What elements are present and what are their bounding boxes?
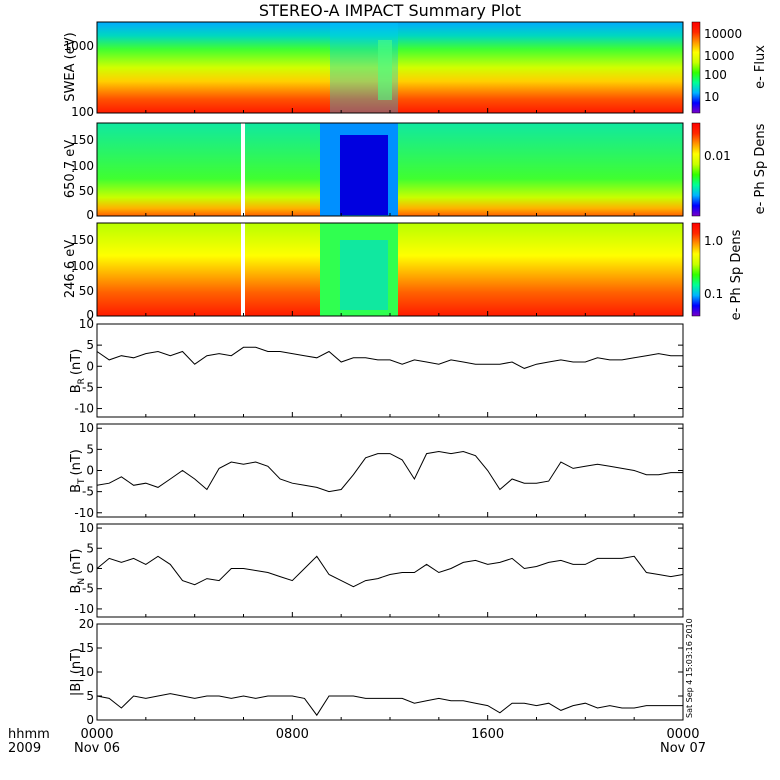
swea-heatmap (97, 22, 683, 113)
cb1-tick-2: 100 (704, 68, 727, 82)
pad650-ytick-1: 100 (71, 159, 94, 173)
br-ytick-label-0: 10 (79, 317, 94, 331)
pad650-ytick-2: 50 (79, 184, 94, 198)
swea-ytick-1: 100 (71, 105, 94, 119)
xtick-date-3: Nov 07 (660, 741, 706, 756)
colorbar-246ev: 1.0 0.1 e- Ph Sp Dens (691, 222, 744, 320)
bn-ytick-label-3: -5 (82, 582, 94, 596)
xtick-label-2: 1600 (471, 727, 504, 742)
colorbar-swea: 10000 1000 100 10 e- Flux (691, 21, 768, 114)
pad246-ytick-2: 50 (79, 284, 94, 298)
swea-ylabel: SWEA (eV) (63, 32, 78, 101)
pad246-dropout-core (340, 240, 388, 310)
panel-246ev: 246.6 eV 150 100 50 0 (63, 222, 684, 322)
bt-series-line (96, 450, 683, 493)
xtick-label-1: 0800 (276, 727, 309, 742)
panel-br: BR(nT) (69, 323, 684, 418)
bn-ytick-label-2: 0 (86, 561, 94, 575)
swea-dip-core (378, 40, 392, 100)
panel-bn: BN(nT) (69, 523, 684, 618)
bt-ytick-label-4: -10 (74, 506, 94, 520)
pad246-heatmap (97, 223, 683, 316)
cb3-label: e- Ph Sp Dens (729, 229, 744, 320)
pad246-ytick-3: 0 (86, 308, 94, 322)
bt-ylabel: BT(nT) (69, 449, 87, 493)
br-series-line (96, 346, 683, 369)
pad650-heatmap (97, 123, 683, 216)
bmag-ytick-label-3: 5 (86, 689, 94, 703)
pad650-ytick-3: 0 (86, 208, 94, 222)
xtick-date-0: Nov 06 (74, 741, 120, 756)
cb1-tick-3: 10 (704, 90, 719, 104)
cb3-tick-0: 1.0 (704, 234, 723, 248)
dynamic-marks: 1050-5-101050-5-101050-5-10201510500000N… (74, 108, 706, 756)
br-ytick-label-3: -5 (82, 380, 94, 394)
pad650-gap (241, 123, 245, 216)
swea-ytick-0: 1000 (63, 39, 94, 53)
bt-ytick-label-0: 10 (79, 421, 94, 435)
br-ytick-label-1: 5 (86, 338, 94, 352)
cb2-label: e- Ph Sp Dens (753, 123, 768, 214)
pad650-dropout-core (340, 135, 388, 215)
bn-ytick-label-4: -10 (74, 602, 94, 616)
bmag-ytick-label-1: 15 (79, 641, 94, 655)
cb1-tick-0: 10000 (704, 27, 742, 41)
cb2-tick-0: 0.01 (704, 149, 731, 163)
panel-swea: SWEA (eV) 1000 100 (63, 21, 684, 119)
axis-row1-label: hhmm (8, 727, 50, 742)
cb1-tick-1: 1000 (704, 49, 735, 63)
bmag-ytick-label-0: 20 (79, 617, 94, 631)
bmag-series-line (96, 693, 683, 717)
panel-bt: BT(nT) (69, 423, 684, 518)
bn-ytick-label-1: 5 (86, 541, 94, 555)
bmag-ylabel: |B| (nT) (69, 648, 84, 696)
axis-row2-label: 2009 (8, 741, 41, 756)
pad246-gap (241, 223, 245, 316)
panel-650ev: 650.7 eV 150 100 50 0 (63, 122, 684, 222)
cb1-label: e- Flux (753, 45, 768, 89)
xtick-label-3: 0000 (666, 727, 699, 742)
bmag-ytick-label-2: 10 (79, 665, 94, 679)
bn-ylabel: BN(nT) (69, 549, 87, 594)
bmag-ytick-label-4: 0 (86, 713, 94, 727)
br-ytick-label-4: -10 (74, 402, 94, 416)
bt-ytick-label-1: 5 (86, 442, 94, 456)
bt-ytick-label-2: 0 (86, 464, 94, 478)
pad650-ytick-0: 150 (71, 133, 94, 147)
pad246-ylabel: 246.6 eV (63, 240, 78, 298)
colorbar-650ev: 0.01 e- Ph Sp Dens (691, 122, 768, 217)
br-ylabel: BR(nT) (69, 349, 87, 394)
bn-ytick-label-0: 10 (79, 521, 94, 535)
pad650-ylabel: 650.7 eV (63, 140, 78, 198)
plot-title: STEREO-A IMPACT Summary Plot (259, 1, 521, 20)
bn-series-line (96, 555, 684, 588)
pad246-ytick-0: 150 (71, 233, 94, 247)
time-stamp: Sat Sep 4 15:03:16 2010 (685, 618, 694, 718)
pad246-ytick-1: 100 (71, 259, 94, 273)
xtick-label-0: 0000 (80, 727, 113, 742)
bt-ytick-label-3: -5 (82, 485, 94, 499)
br-ytick-label-2: 0 (86, 359, 94, 373)
cb3-tick-1: 0.1 (704, 287, 723, 301)
